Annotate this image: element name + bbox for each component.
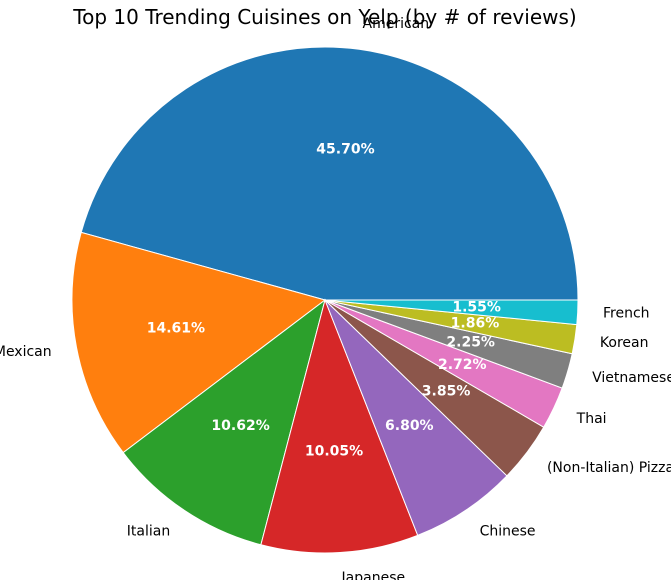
pct-label-non-italian-pizza: 3.85%	[422, 384, 471, 400]
chart-title: Top 10 Trending Cuisines on Yelp (by # o…	[72, 5, 576, 29]
pct-label-american: 45.70%	[316, 142, 374, 158]
pct-label-french: 1.55%	[452, 299, 501, 315]
category-labels: American Mexican Italian Japanese Chinese (No…	[0, 16, 671, 580]
slice-french	[324, 299, 579, 326]
pct-label-vietnamese: 2.25%	[446, 335, 495, 351]
slice-label-non-italian-pizza: (Non-Italian) Pizza	[547, 460, 671, 476]
pct-label-thai: 2.72%	[438, 357, 487, 373]
slice-label-french: French	[603, 306, 650, 322]
slice-label-american: American	[363, 16, 430, 32]
slice-italian	[122, 298, 326, 546]
slice-label-thai: Thai	[576, 411, 607, 427]
slice-american	[80, 46, 579, 301]
slice-label-vietnamese: Vietnamese	[592, 370, 671, 386]
pct-label-korean: 1.86%	[451, 316, 500, 332]
pct-label-chinese: 6.80%	[385, 418, 434, 434]
pie-slices	[71, 46, 579, 554]
slice-label-mexican: Mexican	[0, 344, 52, 360]
slice-label-japanese: Japanese	[341, 570, 406, 580]
slice-label-chinese: Chinese	[480, 523, 536, 539]
percentage-labels: 45.70% 14.61% 10.62% 10.05% 6.80% 3.85% 2.72% 2…	[147, 142, 501, 460]
pct-label-italian: 10.62%	[211, 418, 269, 434]
pct-label-japanese: 10.05%	[305, 444, 363, 460]
pct-label-mexican: 14.61%	[147, 320, 205, 336]
slice-mexican	[71, 231, 327, 454]
slice-label-italian: Italian	[127, 523, 170, 539]
slice-label-korean: Korean	[600, 335, 649, 351]
slice-chinese	[324, 299, 508, 537]
slice-japanese	[260, 298, 419, 554]
